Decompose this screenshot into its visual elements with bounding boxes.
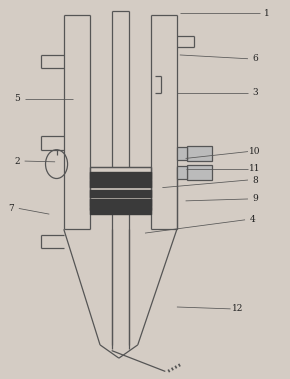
Text: 12: 12 — [232, 304, 244, 313]
Text: 11: 11 — [249, 164, 261, 173]
Bar — [177, 147, 187, 160]
Text: 9: 9 — [252, 194, 258, 204]
Bar — [187, 165, 212, 180]
Text: 6: 6 — [252, 54, 258, 63]
Text: 8: 8 — [252, 175, 258, 185]
Text: 3: 3 — [252, 88, 258, 97]
Text: 5: 5 — [14, 94, 20, 103]
Text: 2: 2 — [14, 157, 20, 166]
Bar — [177, 166, 187, 179]
Text: 4: 4 — [249, 215, 255, 224]
Text: 1: 1 — [264, 9, 270, 18]
Text: 10: 10 — [249, 147, 261, 156]
Bar — [187, 146, 212, 161]
Text: 7: 7 — [9, 204, 14, 213]
Bar — [90, 167, 151, 210]
